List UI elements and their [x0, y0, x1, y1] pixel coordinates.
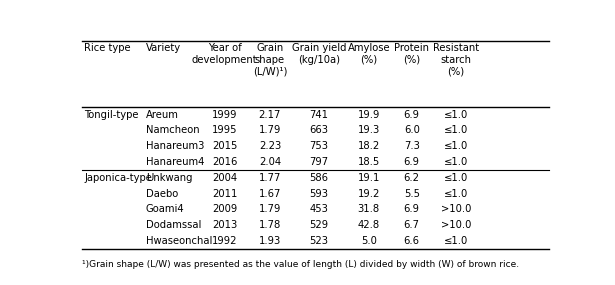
Text: >10.0: >10.0 [440, 220, 471, 230]
Text: 1.93: 1.93 [259, 236, 281, 246]
Text: 593: 593 [309, 188, 328, 199]
Text: Hanareum4: Hanareum4 [146, 157, 204, 167]
Text: Dodamssal: Dodamssal [146, 220, 201, 230]
Text: 19.9: 19.9 [357, 109, 380, 119]
Text: ≤1.0: ≤1.0 [443, 125, 468, 135]
Text: 2009: 2009 [212, 204, 237, 214]
Text: 2.23: 2.23 [259, 141, 281, 151]
Text: 19.1: 19.1 [357, 173, 380, 183]
Text: ≤1.0: ≤1.0 [443, 157, 468, 167]
Text: Japonica-type: Japonica-type [84, 173, 152, 183]
Text: 1.78: 1.78 [259, 220, 281, 230]
Text: 2015: 2015 [212, 141, 237, 151]
Text: 1.77: 1.77 [259, 173, 281, 183]
Text: 42.8: 42.8 [358, 220, 380, 230]
Text: 2.04: 2.04 [259, 157, 281, 167]
Text: Rice type: Rice type [84, 43, 130, 53]
Text: 453: 453 [309, 204, 328, 214]
Text: 6.0: 6.0 [404, 125, 419, 135]
Text: 18.2: 18.2 [358, 141, 380, 151]
Text: 663: 663 [309, 125, 328, 135]
Text: Areum: Areum [146, 109, 179, 119]
Text: 529: 529 [309, 220, 328, 230]
Text: 5.0: 5.0 [361, 236, 377, 246]
Text: ≤1.0: ≤1.0 [443, 141, 468, 151]
Text: 2004: 2004 [212, 173, 237, 183]
Text: 6.9: 6.9 [403, 157, 419, 167]
Text: Year of
development: Year of development [192, 43, 258, 65]
Text: 2016: 2016 [212, 157, 237, 167]
Text: Grain
shape
(L/W)¹): Grain shape (L/W)¹) [253, 43, 287, 76]
Text: 6.2: 6.2 [403, 173, 419, 183]
Text: Amylose
(%): Amylose (%) [347, 43, 390, 65]
Text: ≤1.0: ≤1.0 [443, 173, 468, 183]
Text: Variety: Variety [146, 43, 181, 53]
Text: 6.9: 6.9 [403, 109, 419, 119]
Text: >10.0: >10.0 [440, 204, 471, 214]
Text: 753: 753 [309, 141, 328, 151]
Text: 2.17: 2.17 [259, 109, 281, 119]
Text: 1.79: 1.79 [259, 125, 281, 135]
Text: 6.9: 6.9 [403, 204, 419, 214]
Text: 741: 741 [309, 109, 328, 119]
Text: 7.3: 7.3 [404, 141, 419, 151]
Text: 1995: 1995 [212, 125, 237, 135]
Text: Tongil-type: Tongil-type [84, 109, 138, 119]
Text: 586: 586 [309, 173, 328, 183]
Text: 6.6: 6.6 [403, 236, 419, 246]
Text: 797: 797 [309, 157, 328, 167]
Text: Unkwang: Unkwang [146, 173, 192, 183]
Text: 6.7: 6.7 [403, 220, 419, 230]
Text: 1.67: 1.67 [259, 188, 281, 199]
Text: Goami4: Goami4 [146, 204, 184, 214]
Text: ≤1.0: ≤1.0 [443, 188, 468, 199]
Text: 1.79: 1.79 [259, 204, 281, 214]
Text: Protein
(%): Protein (%) [394, 43, 429, 65]
Text: 19.2: 19.2 [357, 188, 380, 199]
Text: Hanareum3: Hanareum3 [146, 141, 204, 151]
Text: 31.8: 31.8 [358, 204, 380, 214]
Text: 5.5: 5.5 [403, 188, 419, 199]
Text: ≤1.0: ≤1.0 [443, 109, 468, 119]
Text: Hwaseonchal: Hwaseonchal [146, 236, 212, 246]
Text: ¹)Grain shape (L/W) was presented as the value of length (L) divided by width (W: ¹)Grain shape (L/W) was presented as the… [82, 260, 519, 269]
Text: Namcheon: Namcheon [146, 125, 200, 135]
Text: 523: 523 [309, 236, 328, 246]
Text: Daebo: Daebo [146, 188, 178, 199]
Text: 2013: 2013 [212, 220, 237, 230]
Text: ≤1.0: ≤1.0 [443, 236, 468, 246]
Text: 19.3: 19.3 [358, 125, 380, 135]
Text: Resistant
starch
(%): Resistant starch (%) [433, 43, 479, 76]
Text: 1999: 1999 [212, 109, 237, 119]
Text: 18.5: 18.5 [358, 157, 380, 167]
Text: 1992: 1992 [212, 236, 237, 246]
Text: 2011: 2011 [212, 188, 237, 199]
Text: Grain yield
(kg/10a): Grain yield (kg/10a) [292, 43, 346, 65]
